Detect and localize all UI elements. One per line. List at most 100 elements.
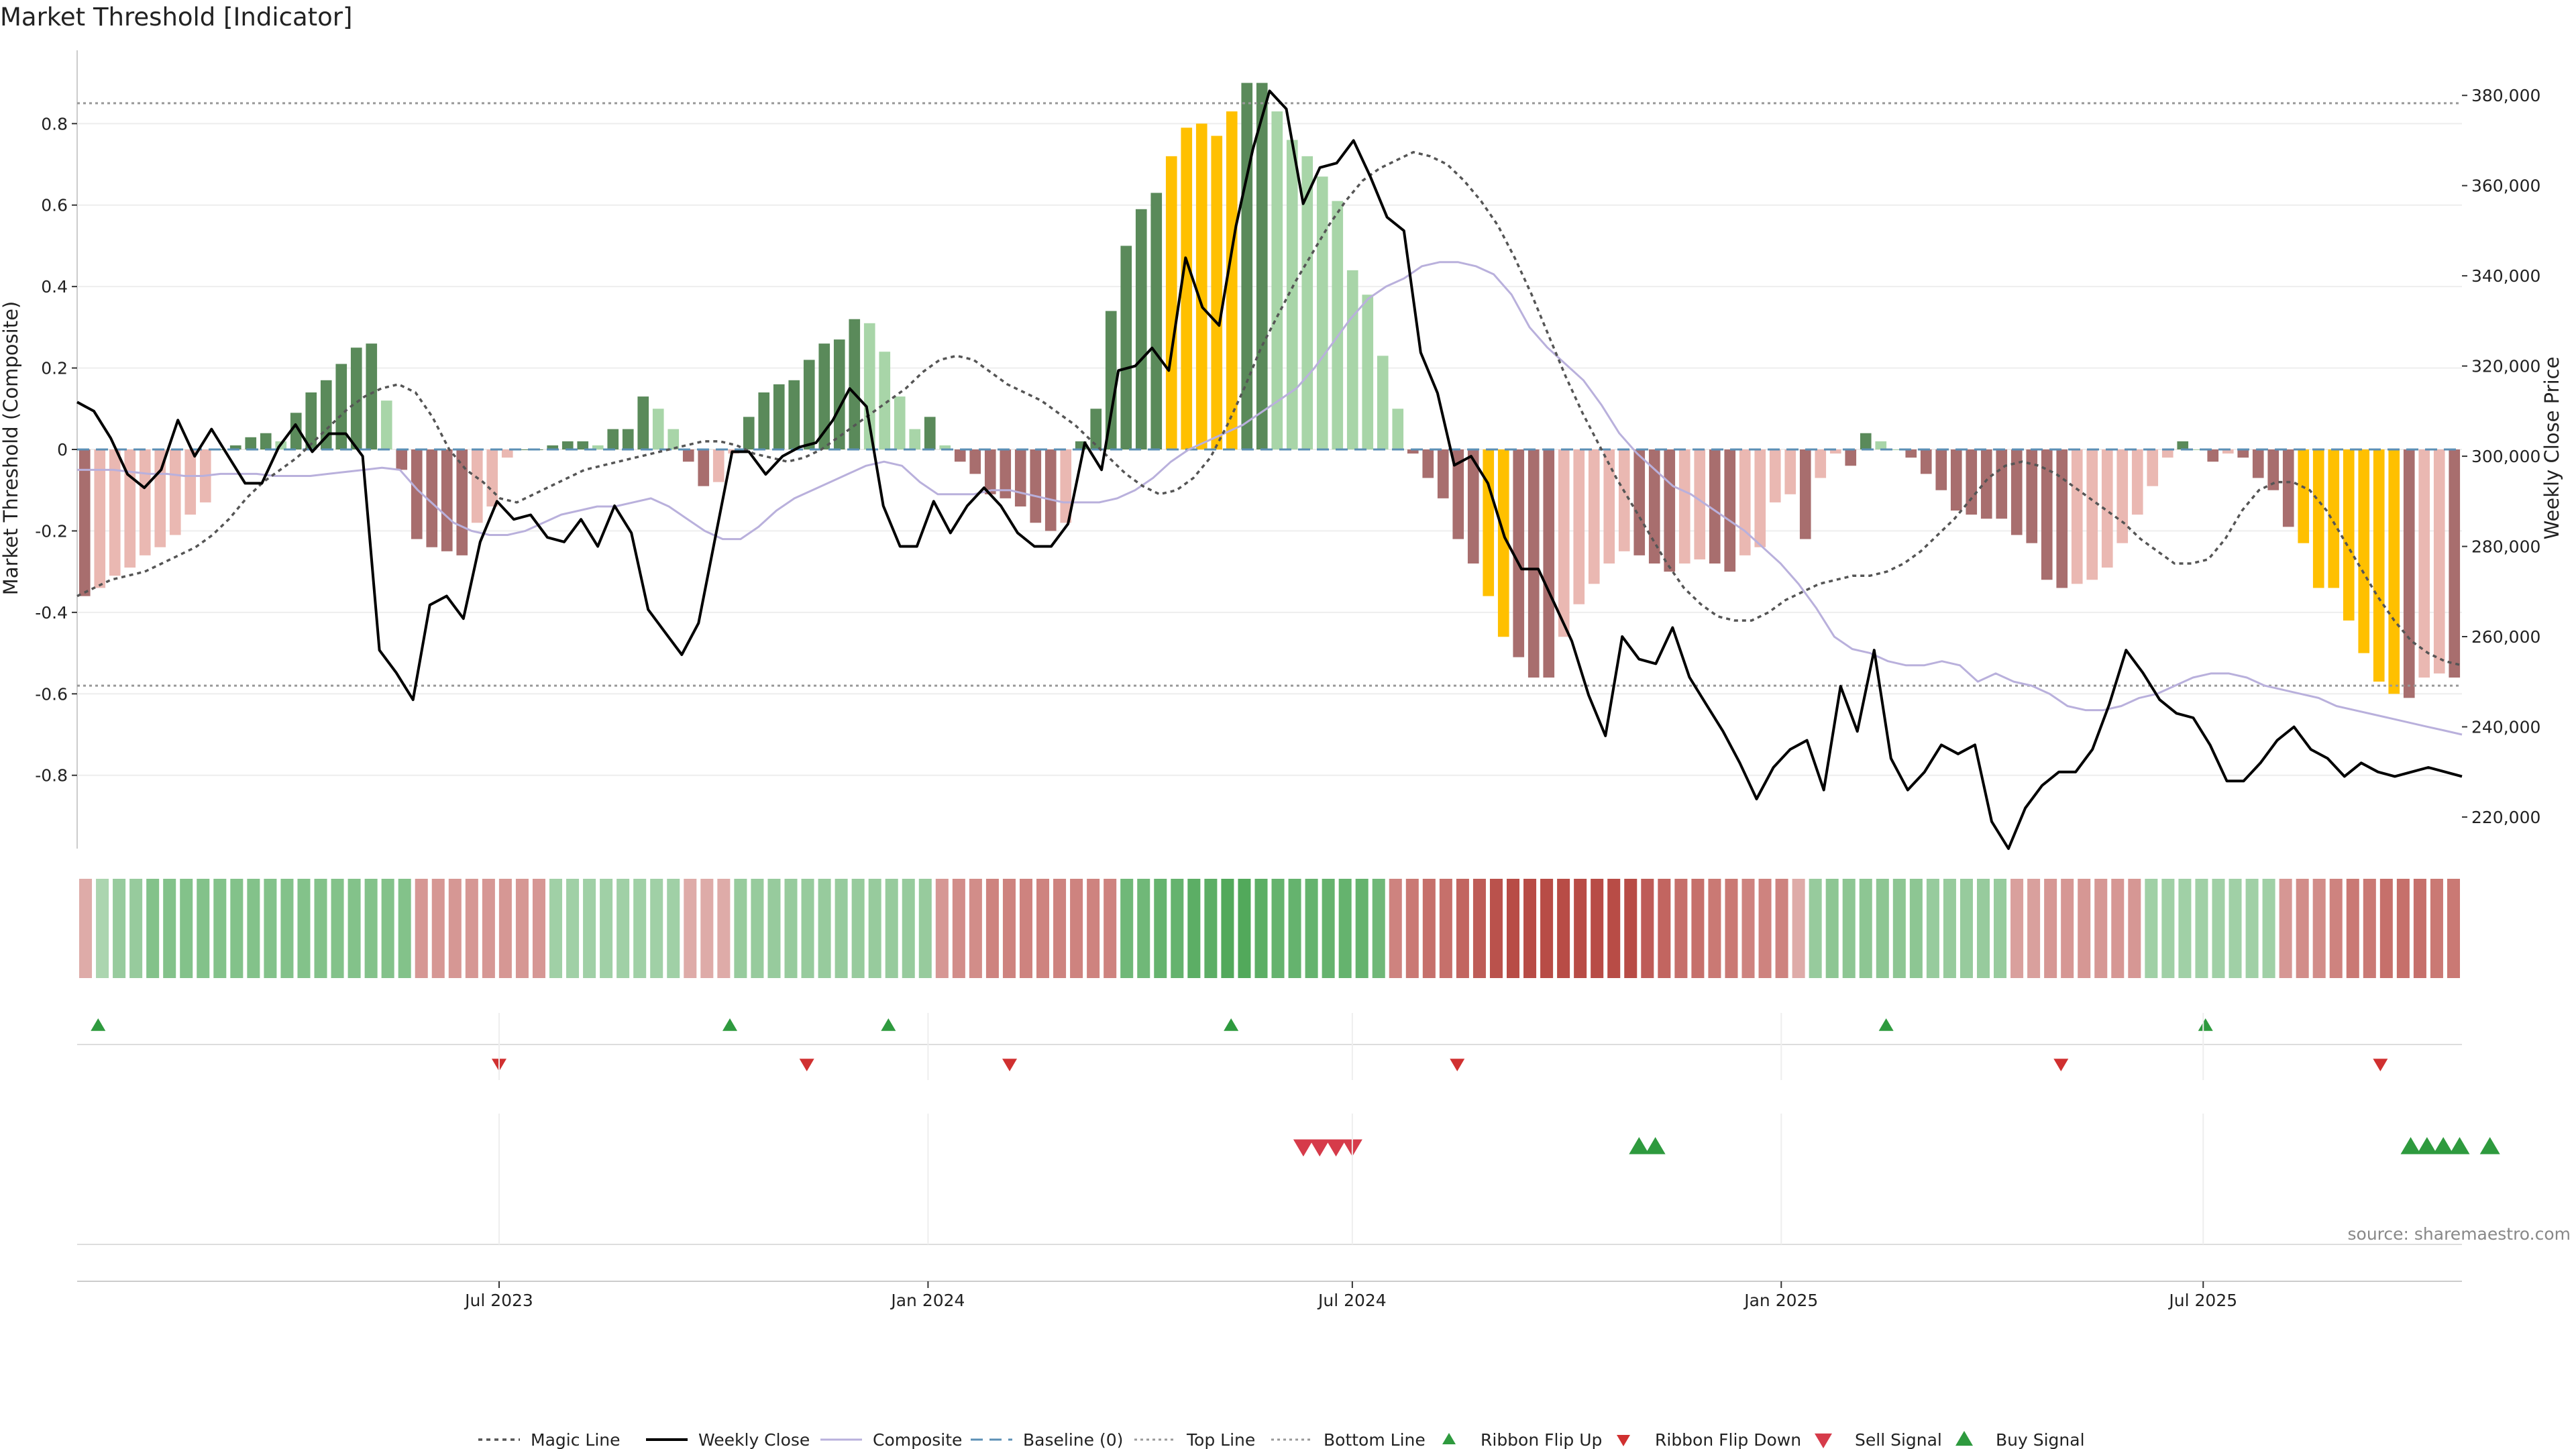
histogram-bar — [1815, 449, 1827, 478]
ribbon-cell — [1876, 879, 1889, 978]
histogram-bar — [1724, 449, 1736, 572]
ribbon-cell — [146, 879, 160, 978]
histogram-bar — [1301, 156, 1313, 449]
histogram-bar — [486, 449, 498, 506]
buy-signal-marker — [2449, 1137, 2470, 1155]
legend-item-baseline: Baseline (0) — [971, 1430, 1123, 1449]
ribbon-cell — [431, 879, 445, 978]
histogram-bar — [939, 445, 951, 449]
histogram-bar — [1030, 449, 1042, 523]
ribbon-cell — [381, 879, 394, 978]
ribbon-cell — [498, 879, 512, 978]
histogram-bar — [894, 396, 906, 449]
histogram-bar — [1558, 449, 1570, 637]
histogram-bar — [909, 429, 921, 449]
ribbon-cell — [1792, 879, 1805, 978]
histogram-bar — [1980, 449, 1992, 519]
histogram-bar — [1211, 136, 1223, 449]
histogram-bar — [1452, 449, 1464, 539]
ribbon-cell — [868, 879, 881, 978]
histogram-bar — [229, 445, 241, 449]
histogram-bar — [1543, 449, 1555, 678]
legend-item-sell-signal: Sell Signal — [1815, 1430, 1942, 1449]
ribbon-cell — [1439, 879, 1452, 978]
ribbon-cell — [1355, 879, 1368, 978]
legend-item-magic-line: Magic Line — [478, 1430, 621, 1449]
ribbon-cell — [1204, 879, 1218, 978]
ribbon-cell — [751, 879, 764, 978]
ribbon-flip-up-marker — [881, 1018, 896, 1031]
histogram-bar — [1014, 449, 1026, 506]
x-axis: Jul 2023 Jan 2024 Jul 2024 Jan 2025 Jul 2025 — [77, 1013, 2462, 1310]
y-right-tick-label: 240,000 — [2471, 717, 2540, 737]
histogram-bar — [743, 417, 755, 449]
signal-panel — [77, 1137, 2500, 1245]
ribbon-cell — [1540, 879, 1554, 978]
ribbon-cell — [2329, 879, 2343, 978]
ribbon-flip-up-marker — [2198, 1018, 2213, 1031]
legend-swatch-ribbon-flip-up — [1442, 1433, 1456, 1444]
ribbon-flip-up-marker — [91, 1018, 106, 1031]
histogram-bar — [2010, 449, 2023, 535]
histogram-bar — [456, 449, 468, 555]
ribbon-cell — [549, 879, 563, 978]
histogram-bar — [577, 441, 589, 449]
histogram-bar — [471, 449, 483, 523]
ribbon-cell — [2195, 879, 2208, 978]
histogram-bar — [2267, 449, 2279, 490]
histogram-bar — [290, 413, 302, 449]
histogram-bar — [2252, 449, 2264, 478]
ribbon-cell — [1809, 879, 1822, 978]
legend-swatch-sell-signal — [1815, 1433, 1832, 1448]
ribbon-cell — [1288, 879, 1301, 978]
histogram-bar — [818, 343, 830, 449]
histogram-bar — [1195, 123, 1208, 450]
ribbon-cell — [851, 879, 865, 978]
ribbon-cell — [1372, 879, 1385, 978]
legend-label: Bottom Line — [1324, 1430, 1426, 1449]
histogram-bar — [924, 417, 936, 449]
buy-signal-marker — [2400, 1137, 2421, 1155]
ribbon-cell — [2229, 879, 2242, 978]
ribbon-cell — [1658, 879, 1671, 978]
ribbon-cell — [197, 879, 210, 978]
histogram-bar — [109, 449, 121, 576]
ribbon-cell — [1708, 879, 1721, 978]
y-right-tick-label: 260,000 — [2471, 627, 2540, 647]
buy-signal-marker — [2479, 1137, 2500, 1155]
ribbon-cell — [415, 879, 428, 978]
ribbon-cell — [2430, 879, 2443, 978]
ribbon-flip-panel — [77, 1018, 2462, 1071]
ribbon-cell — [566, 879, 580, 978]
histogram-bar — [1648, 449, 1660, 564]
legend-swatch-buy-signal — [1955, 1431, 1973, 1446]
ribbon-cell — [935, 879, 949, 978]
legend-item-ribbon-flip-up: Ribbon Flip Up — [1442, 1430, 1602, 1449]
histogram-bar — [1000, 449, 1012, 498]
histogram-bar — [1483, 449, 1495, 596]
histogram-bar — [380, 400, 392, 449]
histogram-bar — [2449, 449, 2461, 678]
histogram-bar — [2388, 449, 2400, 694]
histogram-bar — [2373, 449, 2385, 682]
histogram-bar — [2177, 441, 2189, 449]
legend-label: Top Line — [1186, 1430, 1255, 1449]
ribbon-flip-down-marker — [2373, 1059, 2388, 1071]
legend: Magic Line Weekly Close Composite Baseline … — [478, 1430, 2085, 1449]
histogram-bar — [441, 449, 453, 551]
ribbon-cell — [1171, 879, 1184, 978]
ribbon-cell — [1557, 879, 1570, 978]
ribbon-cell — [2379, 879, 2393, 978]
histogram-bar — [1422, 449, 1434, 478]
ribbon-cell — [1019, 879, 1033, 978]
histogram-bar — [1271, 111, 1283, 450]
composite-line — [77, 261, 2463, 736]
legend-item-buy-signal: Buy Signal — [1955, 1430, 2085, 1449]
ribbon-cell — [314, 879, 327, 978]
ribbon-cell — [1641, 879, 1654, 978]
ribbon-cell — [2346, 879, 2359, 978]
histogram-bar — [78, 449, 91, 596]
ribbon-cell — [1238, 879, 1251, 978]
histogram-bar — [1090, 409, 1102, 449]
ribbon-cell — [1389, 879, 1402, 978]
